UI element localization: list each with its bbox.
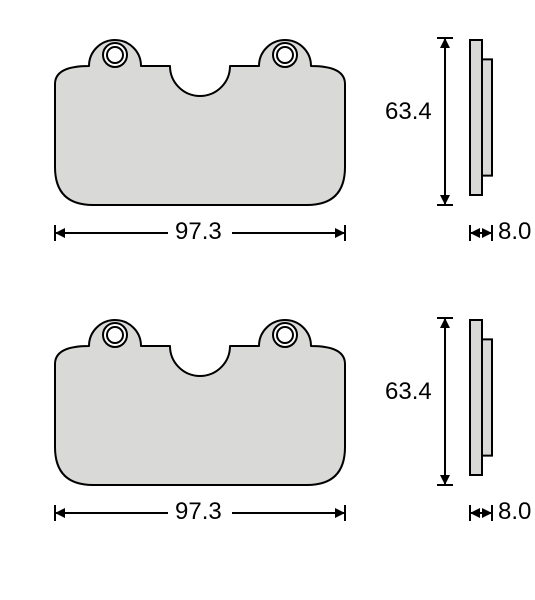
- pad1-thickness-label: 8.0: [498, 218, 531, 246]
- diagram-canvas: 63.4 97.3 8.0 63.4 97.3 8.0: [0, 0, 535, 600]
- pad2-side-backplate: [470, 320, 482, 475]
- pad1-side-backplate: [470, 40, 482, 195]
- pad2-width-label: 97.3: [175, 498, 222, 526]
- pad2-height-label: 63.4: [385, 378, 432, 406]
- pad2-side-lip: [482, 339, 492, 455]
- pad2-thickness-label: 8.0: [498, 498, 531, 526]
- pad2-front-outline: [55, 320, 345, 485]
- diagram-svg: [0, 0, 535, 600]
- pad1-width-label: 97.3: [175, 218, 222, 246]
- pad1-front-outline: [55, 40, 345, 205]
- pad1-height-label: 63.4: [385, 98, 432, 126]
- pad1-side-lip: [482, 59, 492, 175]
